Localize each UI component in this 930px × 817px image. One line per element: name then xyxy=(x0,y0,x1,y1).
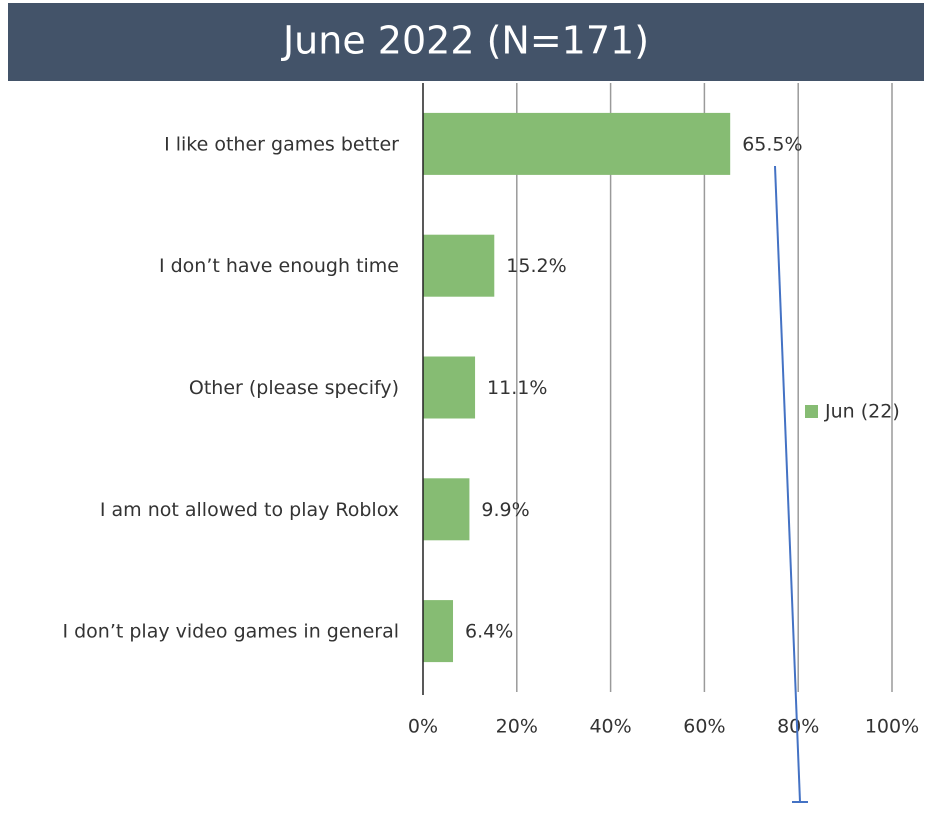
legend-label: Jun (22) xyxy=(824,401,900,423)
y-tick-label: I like other games better xyxy=(164,133,399,155)
x-tick-label: 60% xyxy=(683,716,725,738)
y-tick-label: I don’t have enough time xyxy=(159,255,399,277)
y-tick-label: I am not allowed to play Roblox xyxy=(100,499,399,521)
data-label: 9.9% xyxy=(481,499,529,521)
data-label: 15.2% xyxy=(506,255,566,277)
bar xyxy=(423,600,454,663)
x-tick-label: 40% xyxy=(589,716,631,738)
legend-swatch xyxy=(805,405,818,418)
y-tick-label: Other (please specify) xyxy=(189,377,399,399)
data-label: 6.4% xyxy=(465,621,513,643)
plot-area: 0% 20% 40% 60% 80% 100% I like other games bet… xyxy=(62,83,919,738)
bar xyxy=(423,356,476,419)
chart-title: June 2022 (N=171) xyxy=(281,19,649,63)
y-tick-label: I don’t play video games in general xyxy=(62,621,399,643)
x-tick-label: 100% xyxy=(865,716,919,738)
data-label: 11.1% xyxy=(487,377,547,399)
x-tick-label: 80% xyxy=(777,716,819,738)
bar xyxy=(423,478,470,541)
data-label: 65.5% xyxy=(742,133,802,155)
bar xyxy=(423,112,731,175)
title-band xyxy=(8,3,924,81)
annotation-line xyxy=(774,165,801,803)
bar xyxy=(423,234,495,297)
x-tick-label: 0% xyxy=(408,716,438,738)
x-tick-label: 20% xyxy=(496,716,538,738)
